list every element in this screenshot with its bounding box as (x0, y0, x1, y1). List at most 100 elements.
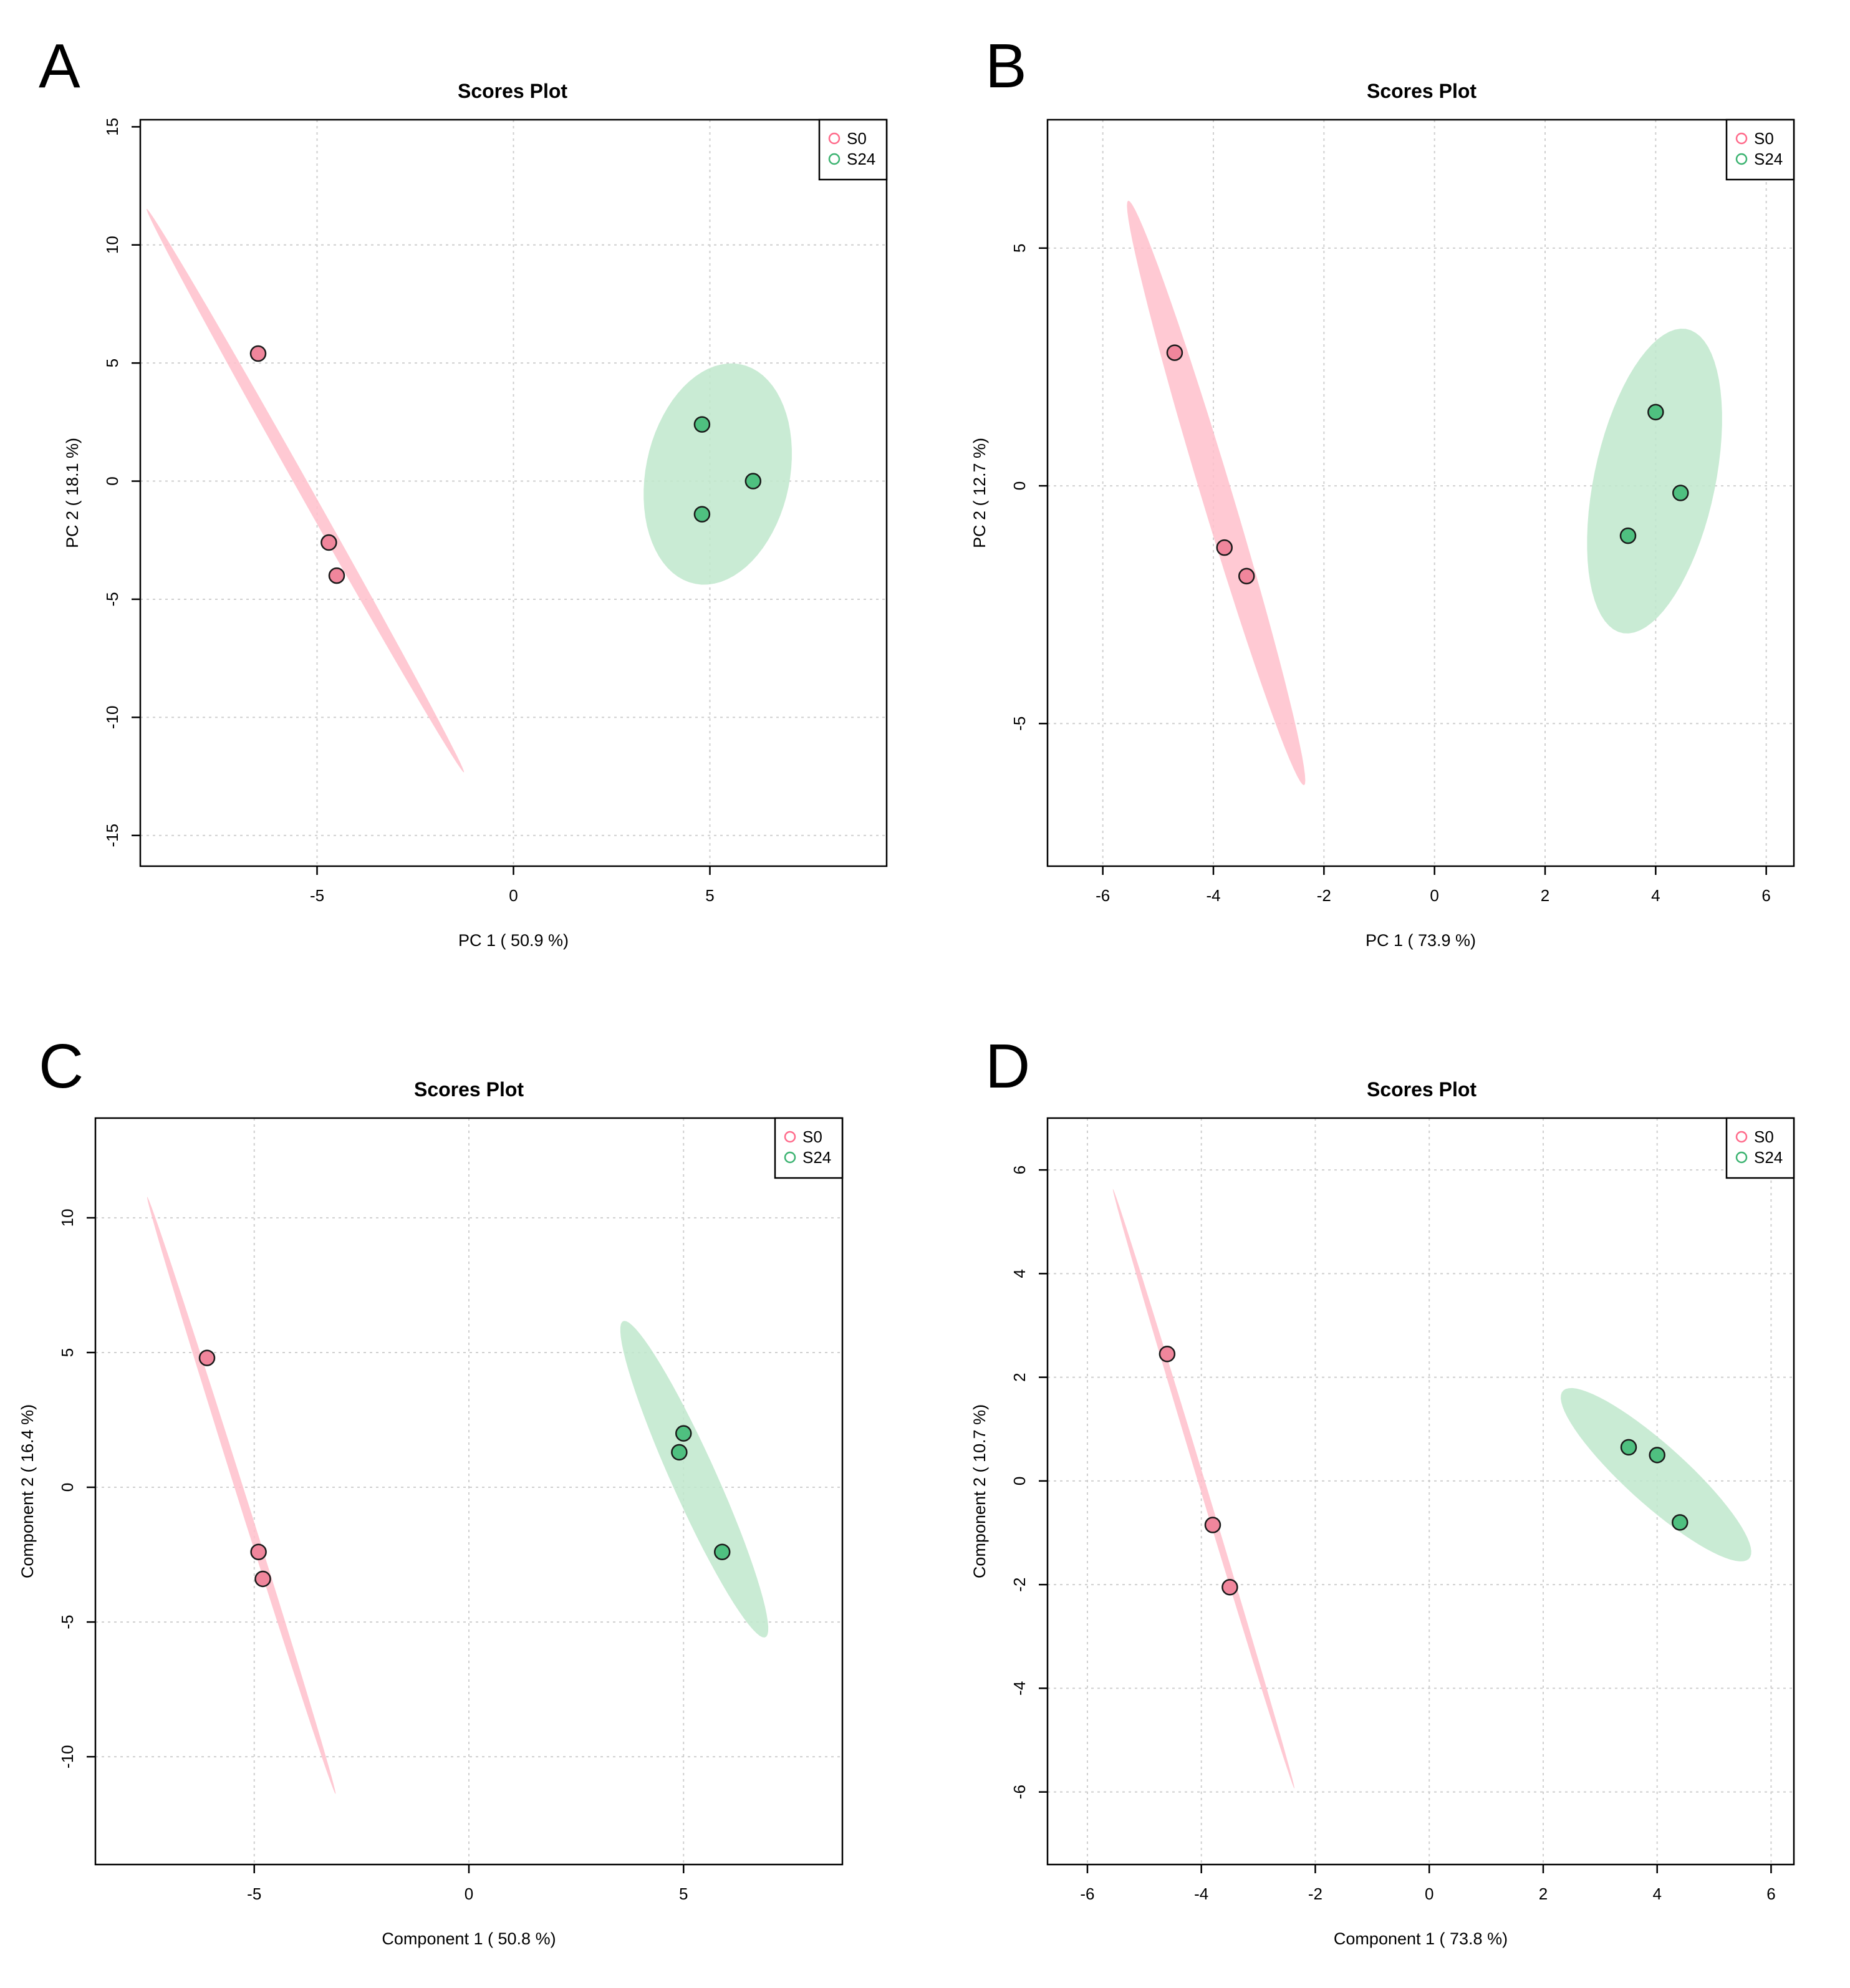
data-point-s24 (675, 1425, 692, 1442)
confidence-ellipses (1127, 200, 1722, 786)
x-tick-label: 0 (1430, 886, 1438, 905)
panel-letter: A (39, 31, 80, 101)
x-tick-label: -2 (1308, 1884, 1322, 1903)
panel-letter: D (985, 1031, 1030, 1101)
x-tick-label: 6 (1766, 1884, 1775, 1903)
plot-frame (1046, 118, 1795, 867)
y-tick-label: -15 (103, 824, 122, 847)
legend-marker-s0 (828, 132, 841, 145)
x-tick-label: 2 (1539, 1884, 1548, 1903)
x-tick-label: 0 (509, 886, 518, 905)
x-tick-label: -5 (247, 1884, 261, 1903)
x-tick-label: -6 (1096, 886, 1110, 905)
confidence-ellipse-s0 (147, 208, 465, 773)
x-tick-label: 6 (1761, 886, 1770, 905)
data-point-s24 (1672, 1514, 1689, 1531)
y-tick-label: -10 (103, 706, 122, 730)
y-tick-label: -5 (58, 1615, 77, 1629)
y-tick-label: 6 (1010, 1165, 1029, 1174)
data-point-s24 (1649, 1447, 1665, 1464)
legend-box (1725, 118, 1795, 181)
x-axis-label: Component 1 ( 50.8 %) (382, 1929, 556, 1948)
x-tick-label: 2 (1541, 886, 1549, 905)
confidence-ellipse-s24 (1561, 1387, 1751, 1561)
confidence-ellipses (147, 1197, 769, 1794)
data-point-s0 (254, 1570, 271, 1588)
data-point-s0 (320, 534, 337, 551)
legend-marker-s0 (1735, 132, 1748, 145)
panel-a: A Scores Plot -5 0 5 -15 -10 -5 0 5 10 15 PC 1 ( 50.… (39, 31, 888, 950)
y-axis-label: PC 2 ( 18.1 %) (63, 438, 82, 548)
legend-label: S24 (802, 1148, 831, 1167)
panel-letter: B (985, 31, 1027, 101)
data-point-s24 (1620, 1439, 1637, 1456)
panel-letter: C (39, 1031, 84, 1101)
y-tick-label: 15 (103, 118, 122, 136)
data-point-s24 (1647, 403, 1664, 421)
data-points (198, 1349, 731, 1588)
x-tick-label: -4 (1194, 1884, 1208, 1903)
x-tick-label: 4 (1651, 886, 1660, 905)
y-tick-label: 5 (103, 359, 122, 367)
confidence-ellipse-s24 (1587, 329, 1722, 634)
y-tick-label: 0 (1010, 1477, 1029, 1485)
data-point-s0 (1159, 1345, 1176, 1363)
panel-b: B Scores Plot -6 -4 -2 0 2 4 6 -5 0 5 PC 1 ( 73.9 %)… (970, 31, 1795, 950)
y-tick-label: -10 (58, 1745, 77, 1768)
y-tick-label: 5 (1010, 244, 1029, 253)
legend-marker-s24 (784, 1151, 796, 1164)
y-tick-label: 0 (1010, 481, 1029, 490)
legend-label: S0 (847, 129, 867, 148)
confidence-ellipse-s24 (643, 363, 792, 585)
x-axis-label: PC 1 ( 73.9 %) (1366, 931, 1476, 950)
data-points (1166, 344, 1689, 585)
legend-box (818, 118, 888, 181)
panel-c: C Scores Plot -5 0 5 -10 -5 0 5 10 Component 1 ( 5… (18, 1031, 844, 1948)
data-point-s0 (1221, 1579, 1238, 1596)
confidence-ellipse-s0 (1112, 1189, 1294, 1789)
confidence-ellipse-s0 (1127, 200, 1306, 786)
data-point-s24 (671, 1444, 688, 1461)
y-tick-label: 10 (103, 236, 122, 254)
data-point-s24 (693, 416, 711, 433)
x-tick-label: -4 (1206, 886, 1220, 905)
chart-title: Scores Plot (414, 1078, 524, 1101)
x-tick-label: -6 (1080, 1884, 1094, 1903)
data-points (249, 345, 762, 584)
legend-marker-s0 (784, 1131, 796, 1143)
y-tick-label: -5 (103, 592, 122, 606)
data-point-s0 (1166, 344, 1183, 361)
chart-title: Scores Plot (1367, 80, 1477, 102)
legend-label: S0 (802, 1127, 822, 1146)
x-tick-label: 5 (679, 1884, 688, 1903)
plot-frame (94, 1117, 844, 1866)
legend-label: S0 (1754, 1127, 1774, 1146)
y-tick-label: 0 (103, 476, 122, 485)
grid-lines (95, 1118, 842, 1865)
x-tick-label: -5 (310, 886, 324, 905)
legend-marker-s24 (1735, 1151, 1748, 1164)
x-axis-label: Component 1 ( 73.8 %) (1334, 1929, 1508, 1948)
data-point-s24 (693, 506, 711, 523)
y-axis-label: Component 2 ( 16.4 %) (18, 1404, 37, 1578)
data-point-s24 (713, 1543, 731, 1560)
x-tick-label: 4 (1652, 1884, 1661, 1903)
data-point-s0 (250, 1543, 267, 1560)
y-axis-label: PC 2 ( 12.7 %) (970, 438, 989, 548)
y-tick-label: -4 (1010, 1681, 1029, 1696)
legend-marker-s24 (1735, 153, 1748, 165)
legend-label: S24 (1754, 1148, 1783, 1167)
plot-frame (1046, 1117, 1795, 1866)
chart-title: Scores Plot (1367, 1078, 1477, 1101)
y-tick-label: 10 (58, 1209, 77, 1227)
data-points (1159, 1345, 1689, 1596)
confidence-ellipses (1112, 1189, 1751, 1789)
y-tick-label: -5 (1010, 717, 1029, 731)
data-point-s0 (249, 345, 267, 362)
legend-marker-s0 (1735, 1131, 1748, 1143)
legend-label: S24 (847, 150, 875, 168)
